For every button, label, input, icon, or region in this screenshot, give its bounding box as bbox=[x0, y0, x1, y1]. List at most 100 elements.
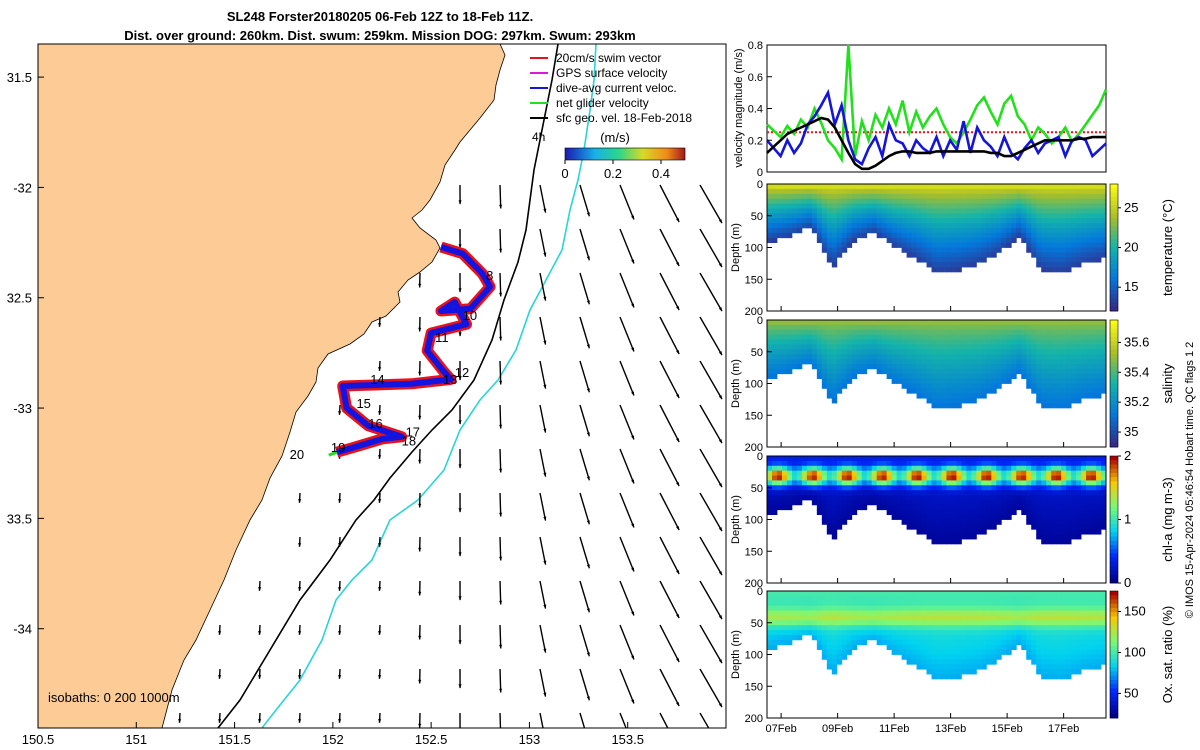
section-cell bbox=[896, 193, 903, 200]
section-cell bbox=[1016, 368, 1022, 375]
section-cell bbox=[881, 490, 888, 496]
section-cell bbox=[976, 625, 982, 631]
section-cell bbox=[1031, 339, 1037, 345]
section-cell bbox=[911, 524, 917, 530]
section-cell bbox=[971, 524, 977, 530]
section-cell bbox=[1091, 514, 1097, 520]
section-cell bbox=[981, 615, 987, 621]
geostrophic-arrow bbox=[699, 624, 723, 664]
section-cell bbox=[836, 363, 843, 370]
section-cell bbox=[786, 320, 793, 326]
section-cell bbox=[966, 339, 972, 345]
section-cell bbox=[951, 354, 957, 360]
section-cell bbox=[901, 630, 907, 636]
section-cell bbox=[871, 465, 878, 472]
section-cell bbox=[946, 514, 952, 520]
section-cell bbox=[961, 388, 967, 394]
section-cell bbox=[881, 639, 888, 646]
section-colorbar-cell bbox=[1110, 688, 1118, 693]
section-ytick-label: 50 bbox=[751, 483, 763, 495]
section-colorbar-tick-label: 50 bbox=[1124, 685, 1138, 700]
section-cell bbox=[786, 595, 793, 602]
geostrophic-arrow bbox=[579, 536, 591, 569]
geostrophic-arrowhead bbox=[587, 740, 590, 744]
section-cell bbox=[1021, 595, 1027, 602]
section-cell bbox=[1041, 354, 1047, 360]
section-cell bbox=[941, 534, 947, 540]
geostrophic-arrowhead bbox=[218, 631, 222, 635]
section-colorbar-cell bbox=[1110, 624, 1118, 630]
section-cell bbox=[971, 654, 977, 660]
section-cell bbox=[1041, 504, 1047, 511]
section-cell bbox=[941, 267, 947, 273]
section-cell bbox=[996, 223, 1002, 229]
section-cell bbox=[1066, 539, 1072, 545]
section-cell bbox=[886, 504, 893, 511]
section-cell bbox=[1006, 193, 1012, 200]
section-cell bbox=[871, 495, 878, 501]
section-cell bbox=[811, 610, 818, 616]
section-cell bbox=[956, 456, 962, 462]
section-cell bbox=[946, 465, 952, 472]
section-cell bbox=[916, 509, 922, 516]
section-colorbar-cell bbox=[1110, 413, 1118, 418]
section-cell bbox=[781, 320, 788, 326]
section-cell bbox=[786, 625, 793, 631]
isobath-1000m bbox=[261, 44, 597, 728]
section-cell bbox=[886, 227, 893, 234]
geostrophic-arrowhead bbox=[586, 388, 590, 393]
section-cell bbox=[1061, 363, 1067, 370]
section-cell bbox=[1041, 456, 1047, 462]
section-cell bbox=[871, 359, 878, 365]
section-cell bbox=[1076, 354, 1082, 360]
section-cell bbox=[966, 470, 972, 476]
section-cell bbox=[866, 634, 873, 641]
section-cell bbox=[1076, 198, 1082, 204]
section-cell bbox=[767, 625, 773, 631]
section-cell bbox=[1071, 664, 1077, 670]
section-cell bbox=[876, 232, 883, 239]
section-variable-label: Ox. sat. ratio (%) bbox=[1160, 606, 1175, 704]
section-cell bbox=[916, 213, 922, 219]
section-cell bbox=[946, 480, 952, 486]
section-cell bbox=[1056, 349, 1062, 355]
section-cell bbox=[841, 193, 848, 200]
section-cell bbox=[801, 480, 808, 486]
section-cell bbox=[936, 383, 942, 389]
section-cell bbox=[911, 509, 917, 516]
section-cell bbox=[1076, 499, 1082, 506]
section-cell bbox=[771, 188, 778, 195]
section-cell bbox=[961, 359, 967, 365]
section-cell bbox=[816, 320, 823, 326]
section-cell bbox=[1071, 373, 1077, 380]
section-cell bbox=[1061, 388, 1067, 394]
section-cell bbox=[871, 344, 878, 350]
section-cell bbox=[996, 465, 1002, 472]
section-cell bbox=[1046, 320, 1052, 326]
section-cell bbox=[1096, 368, 1102, 375]
section-cell bbox=[771, 339, 778, 345]
section-cell bbox=[1026, 213, 1032, 219]
geostrophic-arrow bbox=[539, 316, 547, 345]
section-cell bbox=[891, 485, 898, 491]
section-cell bbox=[1046, 324, 1052, 331]
section-cell bbox=[1101, 184, 1107, 190]
section-ytick-label: 200 bbox=[745, 578, 763, 590]
section-cell bbox=[846, 363, 853, 370]
section-cell bbox=[1016, 213, 1022, 219]
section-cell bbox=[1036, 649, 1042, 655]
section-cell bbox=[891, 198, 898, 204]
section-cell bbox=[821, 188, 828, 195]
section-cell bbox=[801, 344, 808, 350]
section-xtick-label: 11Feb bbox=[879, 723, 909, 735]
section-cell bbox=[886, 329, 893, 336]
section-cell bbox=[981, 485, 987, 491]
section-cell bbox=[811, 456, 818, 462]
section-cell bbox=[946, 610, 952, 616]
section-cell bbox=[806, 475, 813, 481]
section-cell bbox=[806, 630, 813, 636]
section-cell bbox=[976, 344, 982, 350]
section-cell bbox=[966, 595, 972, 602]
section-cell bbox=[951, 344, 957, 350]
section-cell bbox=[956, 509, 962, 516]
